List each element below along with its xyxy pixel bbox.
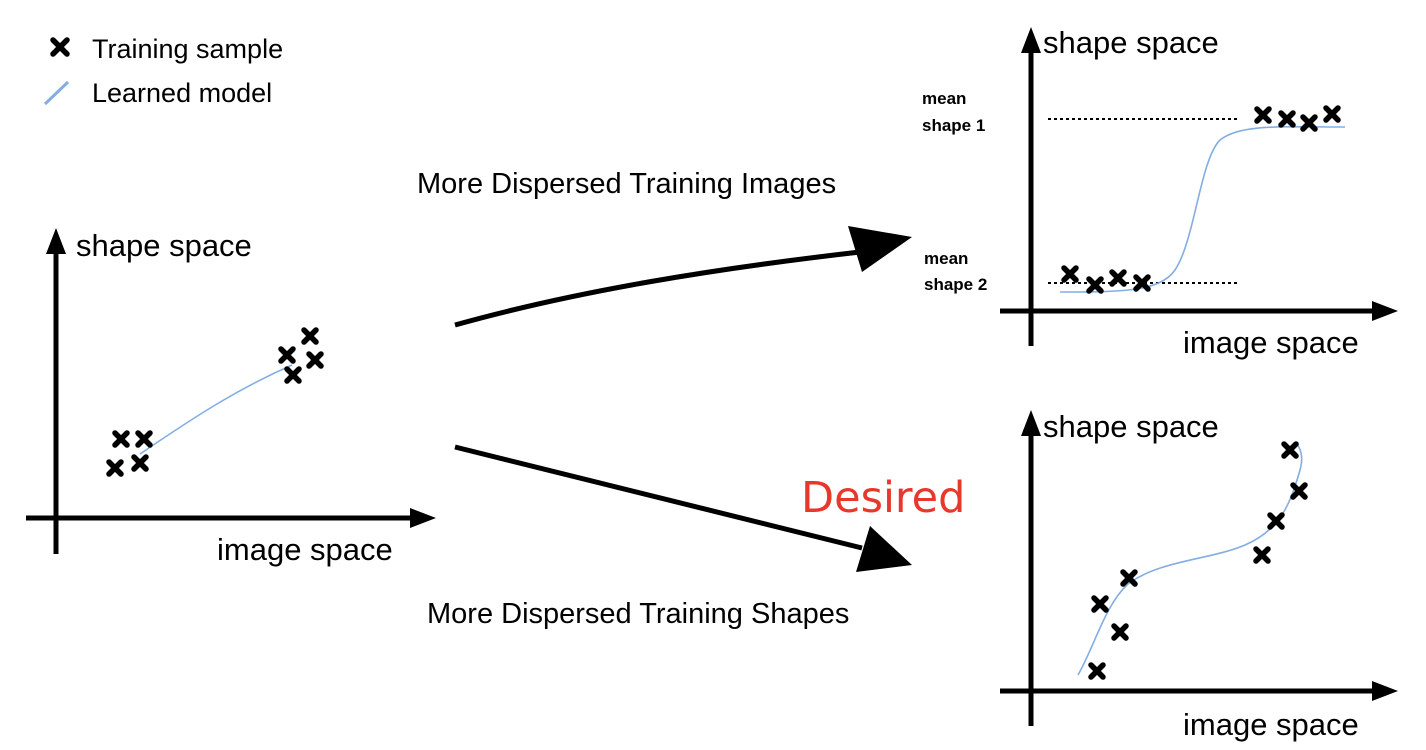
left-sample-marker — [112, 430, 130, 448]
left-x-axis-label: image space — [217, 532, 393, 567]
flow-arrows: More Dispersed Training Images More Disp… — [417, 168, 965, 630]
lower-flow-arrow — [454, 444, 863, 551]
bottom-right-sample-marker — [1120, 569, 1138, 587]
bottom-right-sample-marker — [1091, 595, 1109, 613]
bottom-right-y-axis-arrowhead — [1021, 410, 1041, 436]
top-right-learned-model-curve — [1059, 125, 1346, 293]
legend-model-swatch — [43, 80, 70, 106]
legend: Training sample Learned model — [43, 34, 283, 108]
left-plot: shape space image space — [26, 228, 436, 567]
bottom-right-sample-marker — [1290, 482, 1308, 500]
top-right-sample-marker — [1278, 110, 1296, 128]
top-right-y-axis-arrowhead — [1021, 27, 1041, 53]
legend-sample-label: Training sample — [92, 34, 283, 64]
top-right-x-axis-label: image space — [1183, 325, 1359, 360]
left-sample-marker — [284, 366, 302, 384]
upper-flow-arrowhead — [848, 226, 912, 272]
top-right-sample-marker — [1254, 106, 1272, 124]
left-sample-marker — [301, 327, 319, 345]
left-sample-marker — [306, 351, 324, 369]
bottom-right-x-axis-arrowhead — [1372, 681, 1398, 701]
bottom-right-sample-marker — [1253, 546, 1271, 564]
mean-shape-1-label-line2: shape 1 — [922, 116, 985, 135]
mean-shape-2-label-line1: mean — [924, 249, 968, 268]
bottom-right-sample-marker — [1281, 441, 1299, 459]
lower-flow-label: More Dispersed Training Shapes — [427, 598, 849, 630]
top-right-x-axis-arrowhead — [1372, 301, 1398, 321]
legend-sample-marker — [50, 37, 70, 57]
bottom-right-x-axis-label: image space — [1183, 707, 1359, 742]
left-sample-marker — [106, 459, 124, 477]
desired-label: Desired — [801, 473, 965, 523]
top-right-sample-marker — [1086, 276, 1104, 294]
mean-shape-2-label-line2: shape 2 — [924, 275, 987, 294]
left-y-axis-label: shape space — [76, 228, 252, 263]
bottom-right-plot: shape space image space — [1000, 409, 1398, 742]
top-right-sample-marker — [1133, 274, 1151, 292]
legend-model-label: Learned model — [92, 78, 272, 108]
top-right-sample-marker — [1061, 265, 1079, 283]
upper-flow-arrow — [454, 249, 861, 328]
left-learned-model-curve — [139, 364, 293, 455]
top-right-sample-marker — [1300, 114, 1318, 132]
top-right-sample-marker — [1109, 269, 1127, 287]
left-sample-marker — [131, 454, 149, 472]
lower-flow-arrowhead — [856, 526, 912, 572]
left-sample-marker — [135, 430, 153, 448]
bottom-right-y-axis-label: shape space — [1043, 409, 1219, 444]
mean-shape-1-label-line1: mean — [922, 89, 966, 108]
top-right-sample-marker — [1323, 105, 1341, 123]
left-x-axis-arrowhead — [410, 508, 436, 528]
bottom-right-sample-marker — [1111, 623, 1129, 641]
left-sample-marker — [278, 346, 296, 364]
bottom-right-sample-marker — [1267, 512, 1285, 530]
top-right-plot: shape space image space mean shape 1 mea… — [922, 25, 1398, 360]
left-y-axis-arrowhead — [46, 228, 66, 254]
bottom-right-sample-marker — [1088, 662, 1106, 680]
top-right-y-axis-label: shape space — [1043, 25, 1219, 60]
upper-flow-label: More Dispersed Training Images — [417, 168, 836, 200]
